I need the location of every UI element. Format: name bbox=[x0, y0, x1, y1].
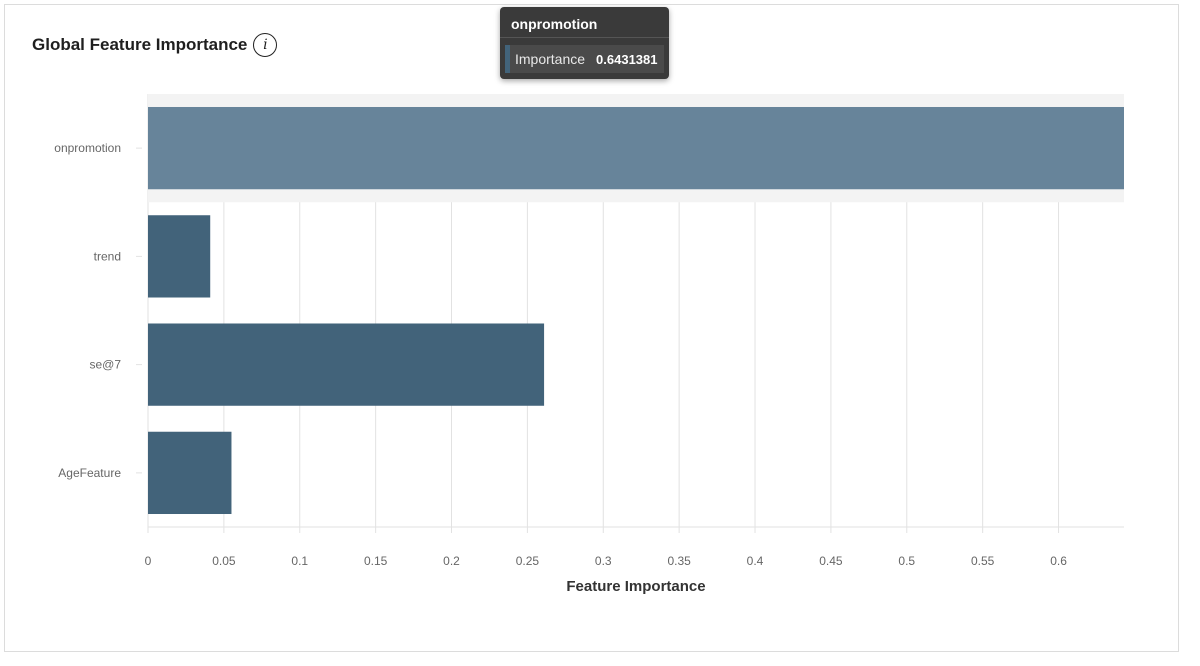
x-tick-label: 0.2 bbox=[443, 554, 460, 568]
x-tick-label: 0.5 bbox=[898, 554, 915, 568]
x-tick-label: 0.1 bbox=[291, 554, 308, 568]
tooltip-title: onpromotion bbox=[500, 7, 669, 38]
x-tick-label: 0.45 bbox=[819, 554, 843, 568]
y-tick-label: onpromotion bbox=[54, 141, 121, 155]
bar-trend[interactable] bbox=[148, 215, 211, 298]
tooltip-label: Importance bbox=[515, 51, 586, 67]
bar-se@7[interactable] bbox=[148, 323, 545, 406]
chart-title: Global Feature Importance bbox=[32, 35, 248, 54]
tooltip-swatch bbox=[505, 45, 510, 73]
tooltip-row: Importance 0.6431381 bbox=[505, 45, 664, 73]
x-tick-label: 0.35 bbox=[667, 554, 691, 568]
bar-onpromotion[interactable] bbox=[148, 106, 1124, 190]
x-tick-label: 0.3 bbox=[595, 554, 612, 568]
x-axis-title: Feature Importance bbox=[566, 578, 705, 595]
tooltip: onpromotion Importance 0.6431381 bbox=[500, 7, 669, 79]
bar-AgeFeature[interactable] bbox=[148, 431, 232, 515]
y-tick-label: trend bbox=[94, 249, 121, 263]
x-tick-label: 0.05 bbox=[212, 554, 236, 568]
x-tick-label: 0.25 bbox=[516, 554, 540, 568]
y-tick-label: se@7 bbox=[89, 358, 121, 372]
y-tick-label: AgeFeature bbox=[58, 466, 121, 480]
x-tick-label: 0 bbox=[145, 554, 152, 568]
x-tick-label: 0.6 bbox=[1050, 554, 1067, 568]
x-tick-label: 0.15 bbox=[364, 554, 388, 568]
chart-header: Global Feature Importance i bbox=[32, 33, 278, 57]
tooltip-value: 0.6431381 bbox=[596, 51, 658, 67]
x-tick-label: 0.4 bbox=[747, 554, 764, 568]
info-icon[interactable]: i bbox=[253, 33, 278, 57]
x-tick-label: 0.55 bbox=[971, 554, 995, 568]
